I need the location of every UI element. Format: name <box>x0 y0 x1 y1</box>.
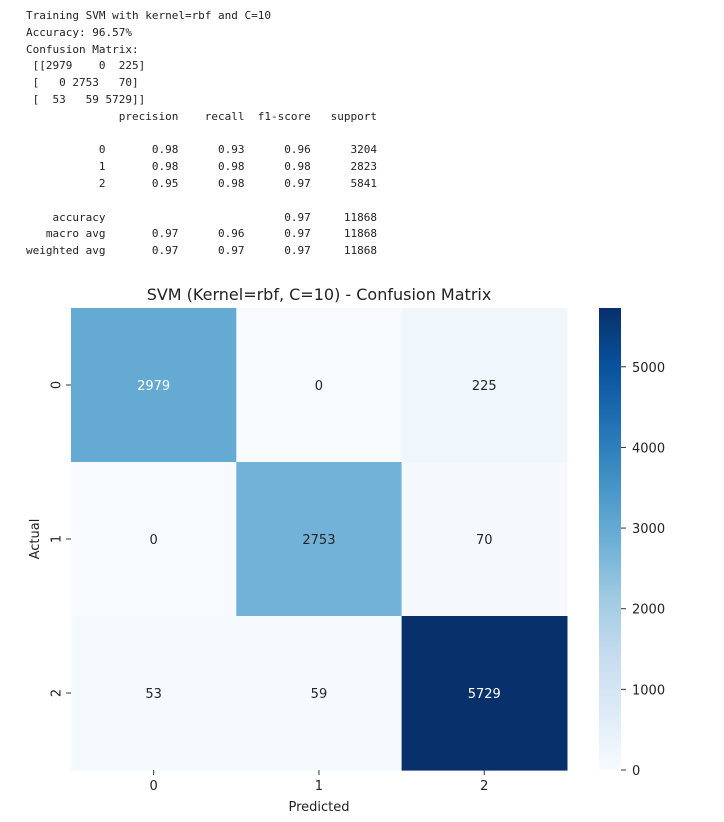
confusion-matrix-heatmap: SVM (Kernel=rbf, C=10) - Confusion Matri… <box>28 285 665 815</box>
console-line: [ 0 2753 70] <box>26 76 139 90</box>
console-line: 0 0.98 0.93 0.96 3204 <box>26 143 377 157</box>
console-line <box>26 126 377 143</box>
heatmap-cell <box>401 616 568 771</box>
console-line: Training SVM with kernel=rbf and C=10 <box>26 9 272 22</box>
console-line <box>26 193 377 210</box>
cell-annotation: 5729 <box>468 687 501 702</box>
colorbar <box>599 308 621 770</box>
console-line: [[2979 0 225] <box>26 59 146 73</box>
x-tick-label: 0 <box>150 779 158 794</box>
console-line: macro avg 0.97 0.96 0.97 11868 <box>26 227 377 241</box>
heatmap-cells: 2979 0 225 0 2753 70 53 59 5729 <box>71 308 568 771</box>
heatmap-cell <box>71 308 237 463</box>
console-line: [ 53 59 5729]] <box>26 92 146 106</box>
x-axis-label: Predicted <box>288 800 349 815</box>
colorbar-ticks: 0 1000 2000 3000 4000 5000 <box>621 361 665 779</box>
cell-annotation: 225 <box>472 379 497 394</box>
y-tick-label: 0 <box>50 381 65 389</box>
console-line: precision recall f1-score support <box>26 109 377 123</box>
heatmap-cell <box>236 616 403 771</box>
cell-annotation: 0 <box>315 379 323 394</box>
cell-annotation: 70 <box>476 533 493 548</box>
colorbar-tick-label: 5000 <box>632 361 665 376</box>
heatmap-cell <box>71 462 237 617</box>
cell-annotation: 59 <box>311 687 328 702</box>
y-tick-label: 1 <box>50 535 65 543</box>
x-axis: 0 1 2 <box>150 770 488 794</box>
heatmap-cell <box>71 616 237 771</box>
console-line: 2 0.95 0.98 0.97 5841 <box>26 176 377 190</box>
colorbar-tick-label: 2000 <box>632 603 665 618</box>
colorbar-tick-label: 0 <box>632 764 640 779</box>
cell-annotation: 0 <box>150 533 158 548</box>
chart-title: SVM (Kernel=rbf, C=10) - Confusion Matri… <box>147 285 492 304</box>
console-line: accuracy 0.97 11868 <box>26 210 377 224</box>
console-line: weighted avg 0.97 0.97 0.97 11868 <box>26 244 377 258</box>
cell-annotation: 53 <box>145 687 162 702</box>
colorbar-tick-label: 4000 <box>632 441 665 456</box>
y-tick-label: 2 <box>50 689 65 697</box>
console-output: Training SVM with kernel=rbf and C=10 Acc… <box>26 8 377 260</box>
console-line: 1 0.98 0.98 0.98 2823 <box>26 160 377 174</box>
heatmap-cell <box>236 308 403 463</box>
console-line: Accuracy: 96.57% <box>26 25 132 39</box>
console-line: Confusion Matrix: <box>26 42 139 56</box>
cell-annotation: 2979 <box>137 379 170 394</box>
colorbar-tick-label: 1000 <box>632 683 665 698</box>
y-axis: 0 1 2 <box>50 381 71 697</box>
colorbar-tick-label: 3000 <box>632 522 665 537</box>
x-tick-label: 2 <box>480 779 488 794</box>
x-tick-label: 1 <box>315 779 323 794</box>
heatmap-cell <box>401 462 568 617</box>
y-axis-label: Actual <box>28 519 43 560</box>
heatmap-cell <box>401 308 568 463</box>
cell-annotation: 2753 <box>302 533 335 548</box>
heatmap-cell <box>236 462 403 617</box>
